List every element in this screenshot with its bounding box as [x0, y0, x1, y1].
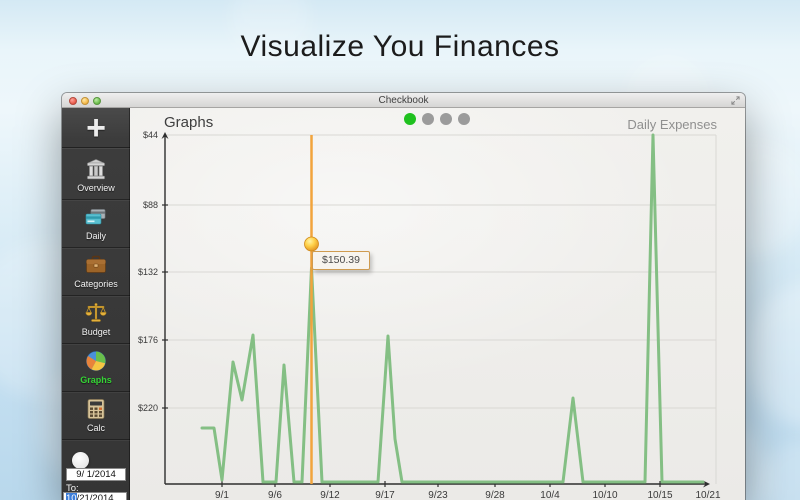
svg-text:9/17: 9/17 — [375, 490, 395, 500]
sidebar-item-categories[interactable]: Categories — [62, 248, 130, 296]
pie-chart-icon — [86, 351, 106, 371]
svg-text:10/10: 10/10 — [592, 490, 617, 500]
chart-tooltip: $150.39 — [312, 251, 370, 270]
plus-icon: + — [86, 108, 106, 147]
window-title: Checkbook — [378, 94, 429, 106]
page-dot[interactable] — [440, 113, 452, 125]
svg-text:10/15: 10/15 — [647, 490, 672, 500]
zoom-button[interactable] — [93, 96, 101, 105]
svg-text:$44: $44 — [143, 130, 158, 140]
column-icon — [87, 159, 105, 180]
sidebar-item-label: Graphs — [80, 375, 112, 385]
briefcase-icon — [86, 255, 106, 273]
add-button[interactable]: + — [62, 108, 130, 148]
sidebar-item-label: Categories — [74, 279, 118, 289]
date-to-input[interactable]: 10/21/2014 — [63, 492, 127, 500]
svg-text:$88: $88 — [143, 200, 158, 210]
toggle-circle-button[interactable] — [72, 452, 89, 469]
svg-text:9/12: 9/12 — [320, 490, 340, 500]
sidebar-item-calc[interactable]: Calc — [62, 392, 130, 440]
svg-text:9/28: 9/28 — [485, 490, 505, 500]
window-titlebar: Checkbook — [62, 93, 745, 108]
app-window: Checkbook + Overview Daily Categories — [62, 93, 745, 500]
tooltip-value: $150.39 — [322, 254, 360, 266]
svg-text:9/6: 9/6 — [268, 490, 282, 500]
svg-text:10/4: 10/4 — [540, 490, 560, 500]
svg-text:$132: $132 — [138, 267, 158, 277]
sidebar-item-label: Calc — [86, 423, 105, 433]
panel-title: Graphs — [164, 114, 214, 131]
page-dot-active[interactable] — [404, 113, 416, 125]
page-dot[interactable] — [422, 113, 434, 125]
svg-text:9/1: 9/1 — [215, 490, 229, 500]
sidebar: + Overview Daily Categories Budget Graph… — [62, 108, 130, 500]
sidebar-item-label: Daily — [85, 231, 106, 241]
date-to-rest: /21/2014 — [76, 493, 114, 500]
to-label: To: — [66, 483, 79, 494]
sidebar-item-overview[interactable]: Overview — [62, 152, 130, 200]
svg-text:10/21: 10/21 — [695, 490, 720, 500]
minimize-button[interactable] — [81, 96, 89, 105]
close-button[interactable] — [69, 96, 77, 105]
sidebar-item-label: Budget — [81, 327, 111, 337]
date-from-input[interactable] — [66, 468, 126, 481]
page-dot[interactable] — [458, 113, 470, 125]
credit-card-icon — [85, 209, 106, 225]
page-indicator-dots — [404, 113, 470, 125]
chart-title: Daily Expenses — [627, 117, 717, 132]
sidebar-item-graphs[interactable]: Graphs — [62, 344, 130, 392]
sidebar-item-label: Overview — [77, 183, 115, 193]
daily-expenses-chart[interactable]: $44 $88 $132 $176 $220 9/1 9/6 9/12 9/17 9/23 9/28… — [130, 108, 745, 500]
svg-text:$220: $220 — [138, 403, 158, 413]
sidebar-nav: Overview Daily Categories Budget Graphs … — [62, 152, 130, 440]
page-title: Visualize You Finances — [240, 30, 560, 63]
fullscreen-icon[interactable] — [731, 96, 740, 105]
calculator-icon — [87, 399, 105, 419]
sidebar-item-budget[interactable]: Budget — [62, 296, 130, 344]
traffic-lights — [69, 93, 101, 108]
chart-panel: Graphs Daily Expenses $44 $88 $132 $176 $220… — [130, 108, 745, 500]
sidebar-item-daily[interactable]: Daily — [62, 200, 130, 248]
svg-text:9/23: 9/23 — [428, 490, 448, 500]
svg-text:$176: $176 — [138, 335, 158, 345]
scales-icon — [85, 303, 107, 322]
date-to-selected-segment: 10 — [66, 493, 77, 500]
